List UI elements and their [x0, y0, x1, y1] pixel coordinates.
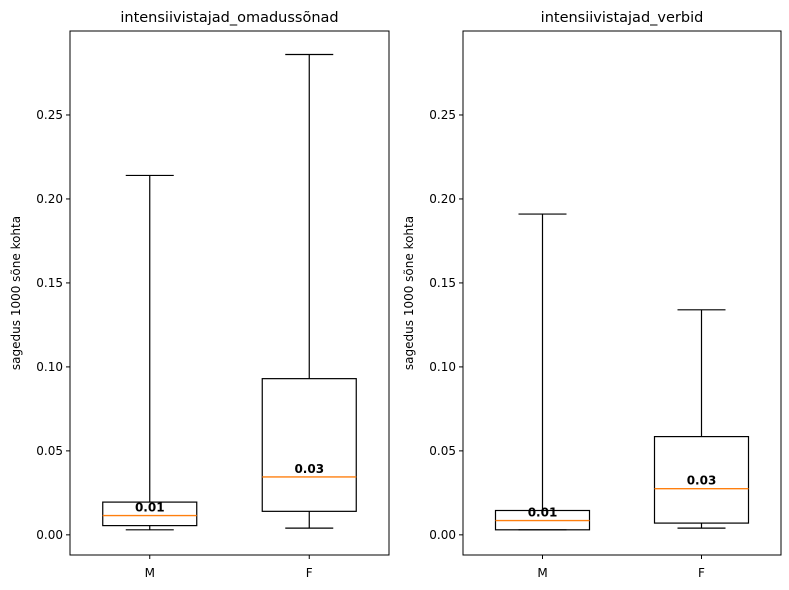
plot-frame [69, 30, 390, 556]
iqr-box [653, 435, 750, 524]
chart-panel-adjectives: intensiivistajad_omadussõnad 0.00 0.05 0.10… [9, 10, 390, 580]
plot-frame [462, 30, 782, 556]
box-M: 0.01 [102, 174, 198, 531]
y-axis-label: sagedus 1000 sõne kohta [9, 216, 23, 370]
y-tick-label: 0.05 [429, 444, 456, 458]
median-label: 0.03 [294, 462, 324, 476]
box-M: 0.01 [494, 213, 591, 531]
y-tick-label: 0.05 [36, 444, 63, 458]
x-tick-label: F [698, 566, 705, 580]
y-tick-label: 0.20 [36, 192, 63, 206]
chart-title: intensiivistajad_omadussõnad [120, 10, 338, 26]
y-tick-label: 0.25 [429, 108, 456, 122]
y-tick-label: 0.00 [36, 528, 63, 542]
y-tick-label: 0.15 [429, 276, 456, 290]
y-tick-label: 0.10 [429, 360, 456, 374]
median-label: 0.03 [687, 474, 717, 488]
x-tick-label: M [145, 566, 155, 580]
x-tick-label: M [537, 566, 547, 580]
y-tick-label: 0.15 [36, 276, 63, 290]
y-tick-label: 0.20 [429, 192, 456, 206]
iqr-box [102, 501, 198, 527]
median-label: 0.01 [135, 501, 165, 515]
iqr-box [261, 378, 357, 512]
chart-panel-verbs: intensiivistajad_verbid 0.00 0.05 0.10 0.15 0… [402, 10, 782, 580]
chart-title: intensiivistajad_verbid [541, 10, 704, 26]
box-F: 0.03 [261, 53, 357, 529]
box-F: 0.03 [653, 309, 750, 529]
y-tick-label: 0.25 [36, 108, 63, 122]
y-tick-label: 0.00 [429, 528, 456, 542]
y-tick-label: 0.10 [36, 360, 63, 374]
x-tick-label: F [306, 566, 313, 580]
y-axis-label: sagedus 1000 sõne kohta [402, 216, 416, 370]
median-label: 0.01 [528, 506, 558, 520]
